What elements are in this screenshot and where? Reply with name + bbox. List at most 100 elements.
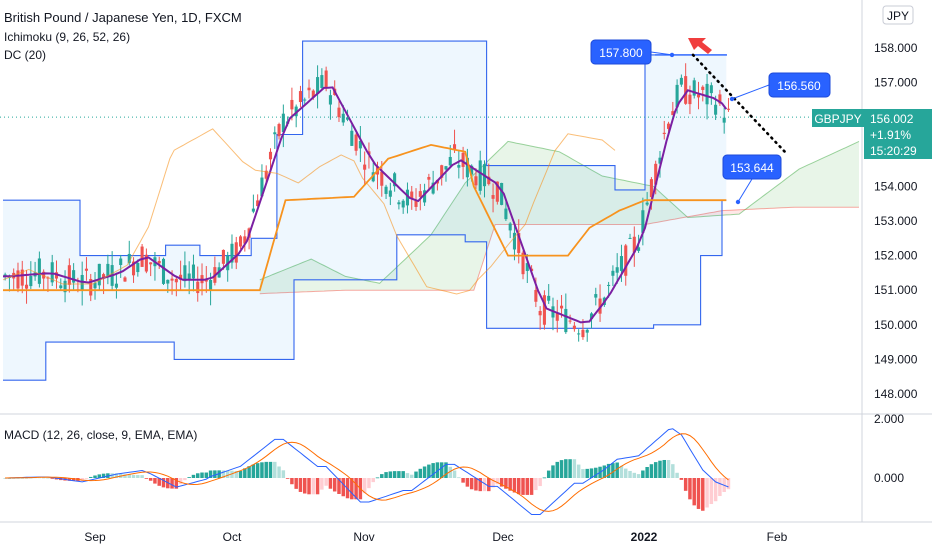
cloud-segment bbox=[576, 161, 581, 225]
cloud-segment bbox=[589, 168, 594, 225]
macd-histogram-bar bbox=[542, 477, 547, 479]
high-callout[interactable] bbox=[590, 39, 652, 65]
donchian-legend[interactable]: DC (20) bbox=[4, 48, 46, 62]
cloud-segment bbox=[790, 172, 795, 208]
macd-histogram-bar bbox=[337, 478, 341, 494]
currency-label: JPY bbox=[887, 9, 909, 23]
macd-histogram-bar bbox=[298, 478, 303, 492]
cloud-segment bbox=[653, 186, 658, 223]
cloud-segment bbox=[383, 275, 389, 291]
cloud-segment bbox=[482, 162, 487, 264]
macd-histogram-bar bbox=[380, 474, 384, 478]
candle-body bbox=[307, 87, 311, 91]
macd-histogram-bar bbox=[692, 478, 696, 506]
y-tick-label: 157.000 bbox=[874, 76, 918, 90]
candle-body bbox=[140, 246, 144, 267]
x-tick-label: Feb bbox=[767, 530, 788, 544]
macd-histogram-bar bbox=[679, 478, 684, 480]
x-tick-label: Nov bbox=[353, 530, 374, 544]
y-tick-label: 152.000 bbox=[874, 249, 918, 263]
cloud-segment bbox=[585, 166, 590, 225]
macd-histogram-bar bbox=[448, 466, 452, 478]
macd-histogram-bar bbox=[422, 466, 427, 478]
grid bbox=[0, 0, 932, 523]
candle-body bbox=[577, 333, 581, 335]
high-point bbox=[669, 52, 675, 58]
cloud-segment bbox=[542, 148, 547, 225]
trend-point bbox=[729, 96, 735, 102]
macd-histogram-bar bbox=[709, 478, 714, 505]
cloud-segment bbox=[478, 166, 483, 278]
macd-histogram-bar bbox=[469, 478, 474, 490]
candle-body bbox=[645, 202, 649, 205]
candle-body bbox=[230, 243, 234, 263]
macd-histogram-bar bbox=[187, 477, 191, 478]
macd-histogram-bar bbox=[251, 464, 256, 478]
candle-body bbox=[243, 236, 247, 244]
macd-histogram-bar bbox=[161, 478, 166, 488]
cloud-segment bbox=[846, 145, 851, 208]
candle-body bbox=[701, 86, 705, 91]
cloud-segment bbox=[632, 182, 637, 225]
macd-histogram-bar bbox=[93, 475, 97, 478]
candle-body bbox=[649, 179, 653, 197]
candle-body bbox=[50, 262, 54, 283]
macd-histogram-bar bbox=[311, 478, 316, 495]
macd-histogram-bar bbox=[392, 471, 397, 478]
candle-body bbox=[204, 279, 208, 282]
macd-histogram-bar bbox=[568, 459, 572, 478]
macd-histogram-bar bbox=[123, 474, 127, 478]
macd-histogram-bar bbox=[375, 477, 380, 479]
macd-histogram-bar bbox=[636, 474, 641, 478]
candle-body bbox=[414, 200, 418, 207]
macd-histogram-bar bbox=[362, 478, 367, 494]
cloud-segment bbox=[405, 255, 410, 291]
macd-histogram-bar bbox=[332, 478, 337, 492]
cloud-segment bbox=[717, 210, 722, 216]
macd-histogram-bar bbox=[401, 471, 405, 478]
candle-body bbox=[427, 176, 431, 180]
target-callout[interactable] bbox=[722, 154, 782, 180]
cloud-segment bbox=[657, 190, 663, 223]
macd-histogram-bar bbox=[457, 477, 461, 479]
candle-body bbox=[42, 271, 46, 279]
cloud-segment bbox=[520, 144, 526, 225]
macd-legend[interactable]: MACD (12, 26, close, 9, EMA, EMA) bbox=[4, 428, 197, 442]
macd-histogram-bar bbox=[144, 478, 149, 479]
macd-histogram-bar bbox=[174, 478, 179, 489]
currency-button[interactable] bbox=[882, 5, 914, 25]
price-axis: 148.000 149.000 150.000 151.000 152.000 153.0… bbox=[874, 41, 918, 485]
cloud-segment bbox=[306, 259, 312, 292]
y-tick-label: 149.000 bbox=[874, 352, 918, 366]
cloud-segment bbox=[555, 150, 560, 225]
macd-pane bbox=[3, 428, 731, 515]
last-price: 156.002 bbox=[870, 112, 914, 126]
cloud-segment bbox=[760, 194, 765, 209]
candle-body bbox=[461, 152, 465, 167]
macd-histogram-bar bbox=[243, 468, 247, 478]
candle-body bbox=[641, 210, 645, 233]
cloud-segment bbox=[786, 175, 791, 208]
macd-histogram-bar bbox=[653, 462, 658, 478]
candle-body bbox=[495, 181, 499, 202]
macd-histogram-bar bbox=[255, 463, 260, 478]
candle-body bbox=[508, 223, 512, 231]
ichimoku-legend[interactable]: Ichimoku (9, 26, 52, 26) bbox=[4, 30, 130, 44]
cloud-segment bbox=[289, 266, 294, 293]
cloud-segment bbox=[820, 157, 825, 208]
cloud-segment bbox=[841, 147, 847, 208]
cloud-segment bbox=[354, 278, 359, 291]
candle-body bbox=[696, 94, 701, 98]
candle-body bbox=[410, 191, 414, 199]
macd-histogram-bar bbox=[504, 478, 508, 489]
cloud-segment bbox=[525, 144, 530, 225]
macd-histogram-bar bbox=[290, 478, 294, 485]
cloud-segment bbox=[777, 182, 782, 208]
macd-histogram-bar bbox=[628, 470, 632, 478]
trend-callout[interactable] bbox=[768, 72, 831, 98]
candle-body bbox=[637, 247, 641, 251]
candle-body bbox=[161, 258, 166, 284]
cloud-segment bbox=[435, 221, 440, 291]
macd-histogram-bar bbox=[696, 478, 701, 509]
